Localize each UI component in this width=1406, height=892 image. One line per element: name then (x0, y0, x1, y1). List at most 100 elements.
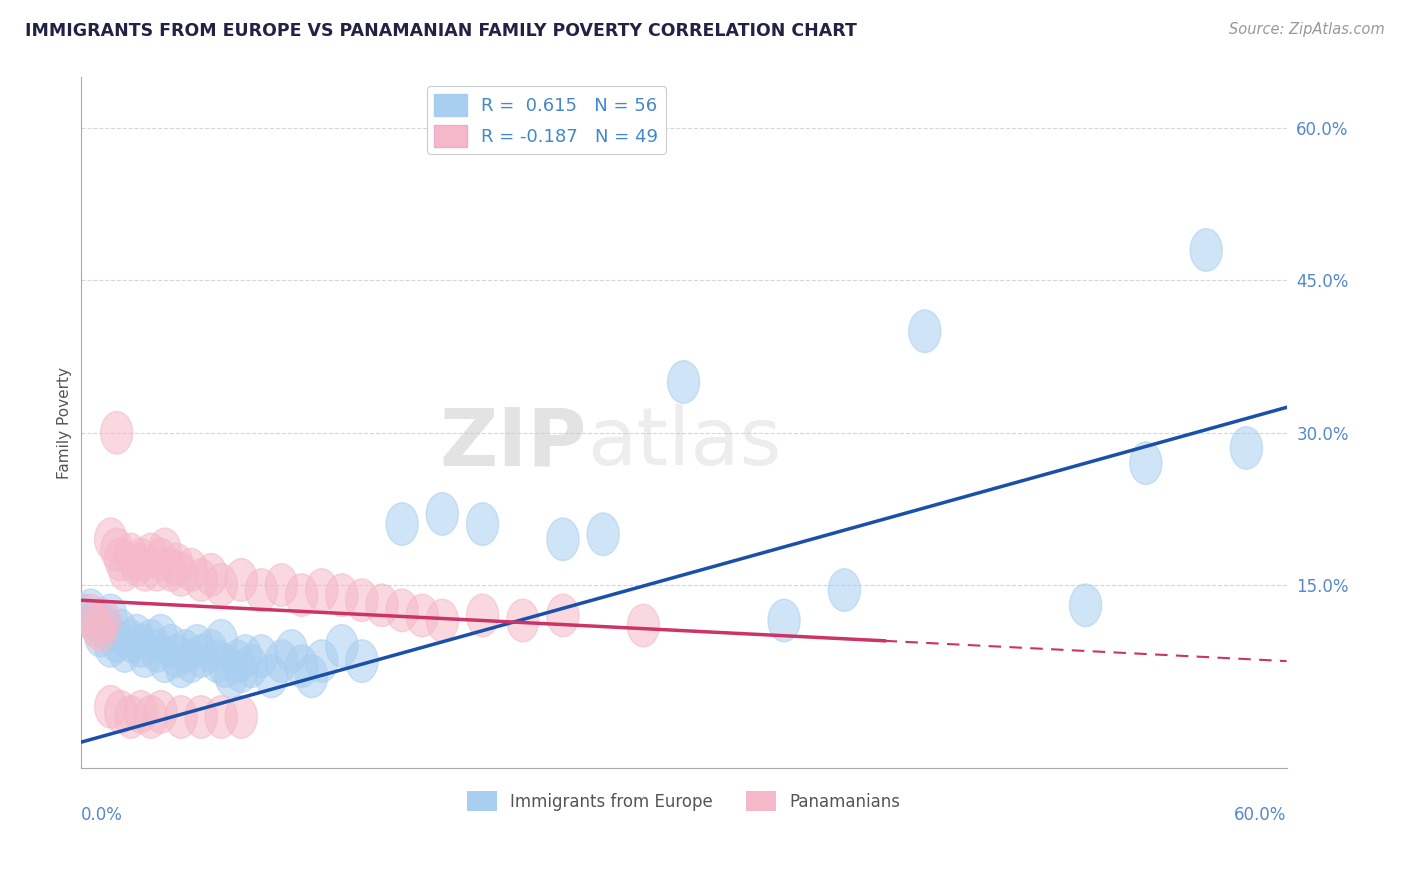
Ellipse shape (155, 624, 187, 667)
Ellipse shape (1070, 584, 1102, 626)
Legend: Immigrants from Europe, Panamanians: Immigrants from Europe, Panamanians (460, 784, 907, 818)
Ellipse shape (305, 640, 337, 682)
Ellipse shape (174, 549, 207, 591)
Ellipse shape (195, 554, 228, 596)
Ellipse shape (125, 690, 157, 733)
Ellipse shape (326, 574, 359, 616)
Ellipse shape (165, 645, 197, 688)
Ellipse shape (66, 594, 98, 637)
Ellipse shape (266, 564, 298, 607)
Ellipse shape (141, 630, 173, 673)
Ellipse shape (135, 533, 167, 576)
Ellipse shape (256, 655, 288, 698)
Ellipse shape (135, 620, 167, 662)
Ellipse shape (104, 538, 136, 581)
Ellipse shape (1189, 228, 1222, 271)
Ellipse shape (101, 411, 132, 454)
Ellipse shape (346, 640, 378, 682)
Ellipse shape (186, 635, 217, 677)
Ellipse shape (205, 620, 238, 662)
Ellipse shape (108, 549, 141, 591)
Ellipse shape (145, 538, 177, 581)
Ellipse shape (547, 518, 579, 561)
Ellipse shape (506, 599, 538, 642)
Ellipse shape (1230, 426, 1263, 469)
Ellipse shape (84, 609, 117, 652)
Ellipse shape (94, 624, 127, 667)
Ellipse shape (125, 538, 157, 581)
Ellipse shape (547, 594, 579, 637)
Ellipse shape (627, 604, 659, 647)
Ellipse shape (225, 650, 257, 692)
Ellipse shape (160, 635, 193, 677)
Ellipse shape (406, 594, 439, 637)
Ellipse shape (908, 310, 941, 352)
Ellipse shape (221, 640, 253, 682)
Ellipse shape (467, 503, 499, 545)
Ellipse shape (115, 620, 146, 662)
Ellipse shape (346, 579, 378, 622)
Ellipse shape (80, 599, 112, 642)
Ellipse shape (276, 630, 308, 673)
Ellipse shape (165, 696, 197, 739)
Text: ZIP: ZIP (440, 404, 588, 483)
Ellipse shape (215, 655, 247, 698)
Ellipse shape (201, 640, 233, 682)
Ellipse shape (285, 645, 318, 688)
Ellipse shape (174, 640, 207, 682)
Ellipse shape (94, 685, 127, 728)
Ellipse shape (225, 696, 257, 739)
Ellipse shape (89, 604, 121, 647)
Ellipse shape (101, 620, 132, 662)
Y-axis label: Family Poverty: Family Poverty (58, 367, 72, 479)
Ellipse shape (135, 696, 167, 739)
Ellipse shape (145, 615, 177, 657)
Ellipse shape (125, 624, 157, 667)
Text: atlas: atlas (588, 404, 782, 483)
Ellipse shape (387, 589, 418, 632)
Ellipse shape (426, 492, 458, 535)
Text: IMMIGRANTS FROM EUROPE VS PANAMANIAN FAMILY POVERTY CORRELATION CHART: IMMIGRANTS FROM EUROPE VS PANAMANIAN FAM… (25, 22, 858, 40)
Ellipse shape (80, 604, 112, 647)
Ellipse shape (285, 574, 318, 616)
Ellipse shape (467, 594, 499, 637)
Ellipse shape (266, 640, 298, 682)
Ellipse shape (104, 609, 136, 652)
Ellipse shape (104, 690, 136, 733)
Ellipse shape (209, 645, 242, 688)
Ellipse shape (235, 645, 267, 688)
Ellipse shape (366, 584, 398, 626)
Ellipse shape (205, 696, 238, 739)
Ellipse shape (181, 624, 214, 667)
Ellipse shape (121, 543, 153, 586)
Ellipse shape (205, 564, 238, 607)
Ellipse shape (75, 589, 107, 632)
Ellipse shape (588, 513, 619, 556)
Ellipse shape (129, 549, 160, 591)
Ellipse shape (1130, 442, 1161, 484)
Ellipse shape (165, 554, 197, 596)
Text: Source: ZipAtlas.com: Source: ZipAtlas.com (1229, 22, 1385, 37)
Ellipse shape (94, 594, 127, 637)
Ellipse shape (426, 599, 458, 642)
Ellipse shape (115, 533, 146, 576)
Ellipse shape (149, 528, 181, 571)
Ellipse shape (101, 528, 132, 571)
Ellipse shape (169, 630, 201, 673)
Ellipse shape (305, 569, 337, 611)
Ellipse shape (225, 558, 257, 601)
Ellipse shape (155, 549, 187, 591)
Ellipse shape (229, 635, 262, 677)
Ellipse shape (295, 655, 328, 698)
Ellipse shape (326, 624, 359, 667)
Text: 60.0%: 60.0% (1234, 805, 1286, 823)
Ellipse shape (160, 543, 193, 586)
Ellipse shape (94, 518, 127, 561)
Ellipse shape (186, 558, 217, 601)
Ellipse shape (141, 549, 173, 591)
Ellipse shape (84, 615, 117, 657)
Ellipse shape (149, 640, 181, 682)
Ellipse shape (121, 615, 153, 657)
Ellipse shape (186, 696, 217, 739)
Ellipse shape (108, 630, 141, 673)
